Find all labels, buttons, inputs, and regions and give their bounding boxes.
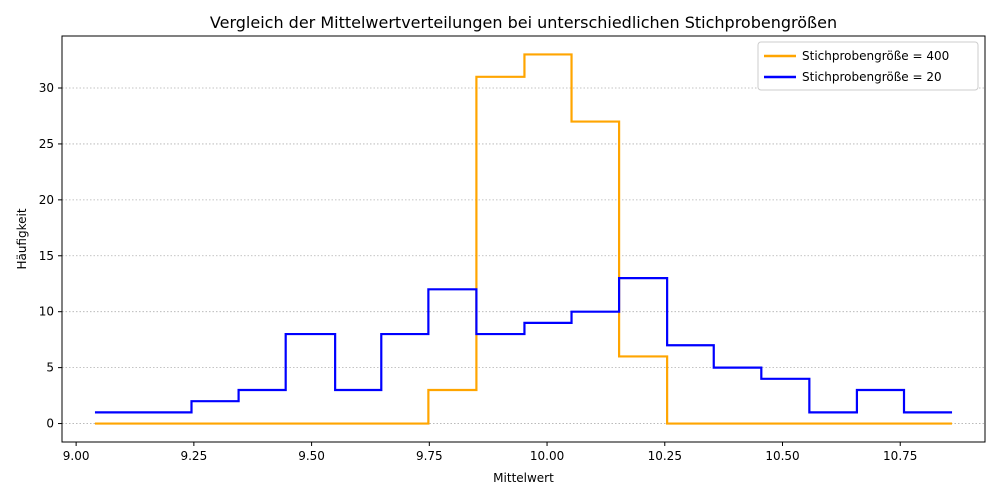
series-line-1 [94,277,953,414]
chart-title: Vergleich der Mittelwertverteilungen bei… [210,13,837,32]
legend-label-400: Stichprobengröße = 400 [802,49,949,63]
y-tick-label: 20 [39,193,54,207]
legend: Stichprobengröße = 400 Stichprobengröße … [757,41,979,91]
y-axis-label: Häufigkeit [15,208,29,269]
plot-frame [61,35,986,443]
y-tick-label: 15 [39,249,54,263]
y-tick-label: 25 [39,137,54,151]
series-line-0 [94,53,953,425]
x-axis: 9.00 9.25 9.50 9.75 10.00 10.25 10.50 10.75 [63,442,917,463]
x-tick-label: 10.25 [648,449,682,463]
x-tick-label: 10.00 [530,449,564,463]
series-layer [94,53,953,425]
x-tick-label: 9.50 [298,449,325,463]
legend-label-20: Stichprobengröße = 20 [802,70,942,84]
legend-box [757,41,979,91]
y-tick-label: 5 [46,361,54,375]
x-tick-label: 10.75 [883,449,917,463]
x-tick-label: 9.00 [63,449,90,463]
x-tick-label: 9.75 [416,449,443,463]
y-tick-label: 10 [39,305,54,319]
y-tick-label: 30 [39,81,54,95]
x-axis-label: Mittelwert [493,471,554,485]
y-tick-label: 0 [46,417,54,431]
x-tick-label: 10.50 [765,449,799,463]
x-tick-label: 9.25 [180,449,207,463]
y-axis: 0 5 10 15 20 25 30 [39,81,62,431]
